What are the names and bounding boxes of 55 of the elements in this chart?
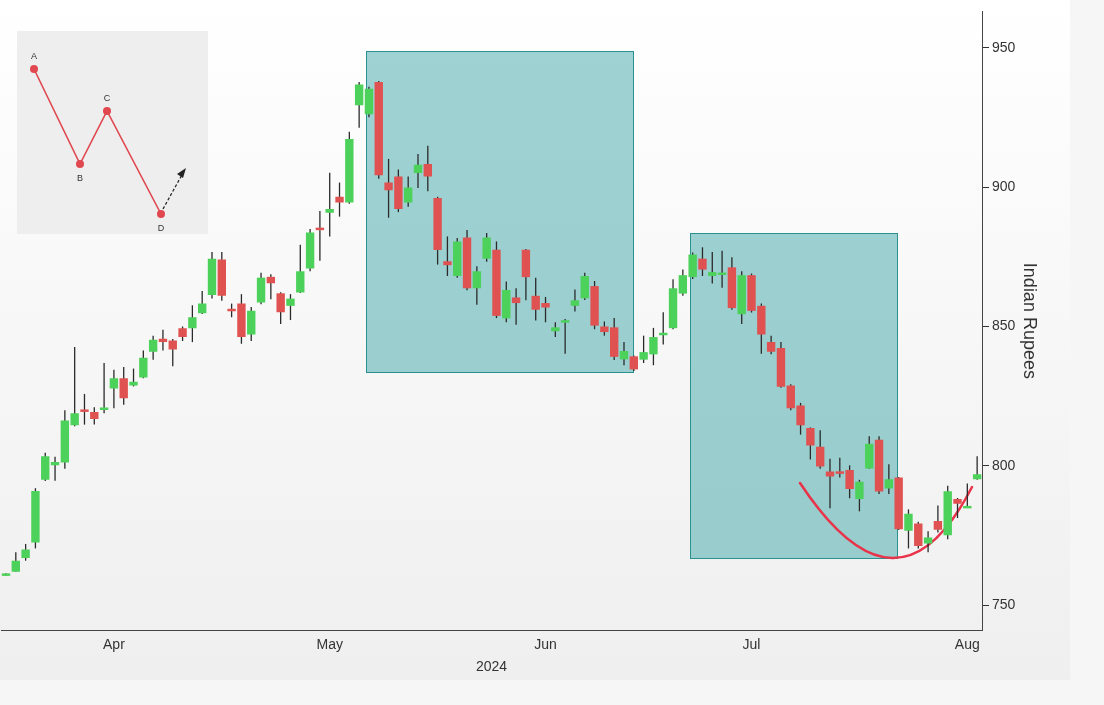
- y-tick-label: 750: [992, 596, 1016, 613]
- candlestick: [403, 175, 413, 208]
- candlestick: [825, 457, 835, 509]
- y-axis-title: Indian Rupees: [1020, 262, 1041, 379]
- candlestick: [413, 153, 423, 189]
- x-tick-label: Apr: [103, 635, 126, 652]
- candlestick: [708, 251, 717, 285]
- candlestick: [933, 504, 943, 534]
- candlestick: [580, 272, 589, 301]
- candlestick: [423, 145, 432, 192]
- candlestick: [119, 366, 128, 406]
- candlestick: [766, 335, 776, 356]
- candlestick: [953, 497, 962, 519]
- x-tick-label: May: [316, 635, 343, 652]
- candlestick: [247, 306, 256, 342]
- candlestick: [286, 293, 295, 321]
- y-tick-label: 850: [992, 317, 1016, 334]
- candlestick: [482, 232, 491, 263]
- candlestick: [325, 172, 334, 238]
- candlestick: [472, 265, 482, 306]
- candlestick: [443, 235, 452, 277]
- candlestick: [914, 521, 923, 550]
- candlestick: [972, 455, 982, 481]
- annotation: B: [76, 173, 84, 183]
- candlestick: [188, 304, 197, 343]
- candlestick: [619, 341, 629, 366]
- candlestick: [296, 244, 305, 294]
- candlestick: [855, 479, 864, 512]
- candlestick: [11, 551, 20, 573]
- x-tick-label: Jun: [534, 635, 557, 652]
- candlestick: [884, 463, 894, 495]
- candlestick: [148, 335, 158, 361]
- candlestick: [815, 429, 825, 470]
- candlestick: [109, 369, 119, 409]
- annotation: A: [30, 51, 38, 61]
- x-axis-title: 2024: [475, 658, 508, 675]
- candlestick: [139, 349, 148, 379]
- candlestick: [806, 426, 815, 461]
- candlestick: [276, 291, 285, 325]
- y-tick-label: 900: [992, 177, 1016, 194]
- y-tick-label: 800: [992, 456, 1016, 473]
- candlestick: [570, 288, 580, 313]
- candlestick: [79, 393, 90, 426]
- y-tick-label: 950: [992, 38, 1016, 55]
- x-tick-label: Aug: [954, 635, 980, 652]
- candlestick: [41, 452, 50, 482]
- candlestick: [354, 81, 364, 129]
- annotation: C: [103, 93, 111, 103]
- candlestick: [904, 508, 913, 550]
- candlestick: [335, 181, 344, 218]
- x-tick-label: Jul: [742, 635, 761, 652]
- annotation: D: [157, 223, 165, 233]
- candlestick: [168, 338, 177, 367]
- candlestick: [511, 287, 521, 326]
- candlestick: [698, 246, 707, 277]
